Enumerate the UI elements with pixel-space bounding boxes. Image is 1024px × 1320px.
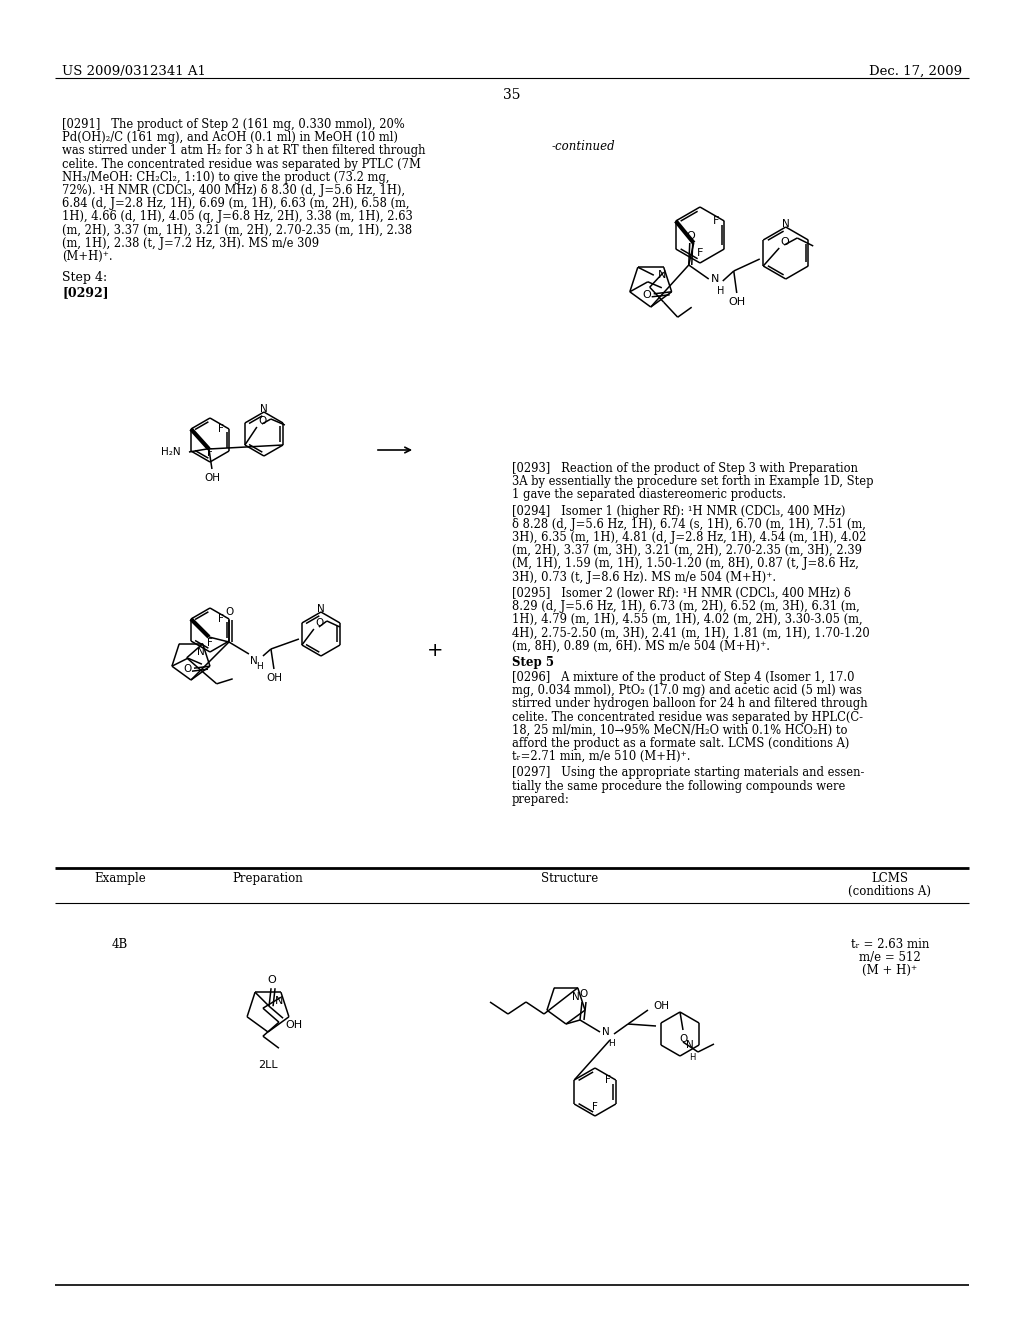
Text: Step 5: Step 5 [512, 656, 554, 669]
Text: tᵣ = 2.63 min: tᵣ = 2.63 min [851, 939, 929, 950]
Text: O: O [183, 664, 191, 675]
Text: N: N [711, 275, 719, 284]
Text: prepared:: prepared: [512, 793, 569, 805]
Text: -continued: -continued [552, 140, 615, 153]
Text: O: O [258, 416, 266, 426]
Text: N: N [657, 271, 666, 280]
Text: F: F [696, 248, 703, 257]
Text: [0292]: [0292] [62, 286, 109, 300]
Text: (m, 1H), 2.38 (t, J=7.2 Hz, 3H). MS m/e 309: (m, 1H), 2.38 (t, J=7.2 Hz, 3H). MS m/e … [62, 236, 319, 249]
Text: (M + H)⁺: (M + H)⁺ [862, 965, 918, 977]
Text: F: F [713, 216, 719, 226]
Text: [0294]   Isomer 1 (higher Rf): ¹H NMR (CDCl₃, 400 MHz): [0294] Isomer 1 (higher Rf): ¹H NMR (CDC… [512, 504, 846, 517]
Text: OH: OH [266, 673, 282, 682]
Text: F: F [605, 1074, 610, 1085]
Text: 6.84 (d, J=2.8 Hz, 1H), 6.69 (m, 1H), 6.63 (m, 2H), 6.58 (m,: 6.84 (d, J=2.8 Hz, 1H), 6.69 (m, 1H), 6.… [62, 197, 410, 210]
Text: 3H), 0.73 (t, J=8.6 Hz). MS m/e 504 (M+H)⁺.: 3H), 0.73 (t, J=8.6 Hz). MS m/e 504 (M+H… [512, 570, 776, 583]
Text: afford the product as a formate salt. LCMS (conditions A): afford the product as a formate salt. LC… [512, 737, 849, 750]
Text: N: N [197, 647, 205, 657]
Text: F: F [207, 638, 213, 648]
Text: F: F [218, 424, 224, 434]
Text: F: F [592, 1102, 598, 1111]
Text: O: O [642, 290, 650, 300]
Text: 4H), 2.75-2.50 (m, 3H), 2.41 (m, 1H), 1.81 (m, 1H), 1.70-1.20: 4H), 2.75-2.50 (m, 3H), 2.41 (m, 1H), 1.… [512, 627, 869, 639]
Text: 1H), 4.79 (m, 1H), 4.55 (m, 1H), 4.02 (m, 2H), 3.30-3.05 (m,: 1H), 4.79 (m, 1H), 4.55 (m, 1H), 4.02 (m… [512, 614, 862, 626]
Text: (M, 1H), 1.59 (m, 1H), 1.50-1.20 (m, 8H), 0.87 (t, J=8.6 Hz,: (M, 1H), 1.59 (m, 1H), 1.50-1.20 (m, 8H)… [512, 557, 859, 570]
Text: Dec. 17, 2009: Dec. 17, 2009 [869, 65, 962, 78]
Text: O: O [579, 989, 587, 999]
Text: Step 4:: Step 4: [62, 271, 108, 284]
Text: 8.29 (d, J=5.6 Hz, 1H), 6.73 (m, 2H), 6.52 (m, 3H), 6.31 (m,: 8.29 (d, J=5.6 Hz, 1H), 6.73 (m, 2H), 6.… [512, 601, 860, 612]
Text: (m, 2H), 3.37 (m, 3H), 3.21 (m, 2H), 2.70-2.35 (m, 3H), 2.39: (m, 2H), 3.37 (m, 3H), 3.21 (m, 2H), 2.7… [512, 544, 862, 557]
Text: N: N [250, 656, 258, 667]
Text: O: O [226, 607, 234, 616]
Text: H: H [717, 286, 724, 296]
Text: +: + [427, 640, 443, 660]
Text: 1 gave the separated diastereomeric products.: 1 gave the separated diastereomeric prod… [512, 488, 786, 502]
Text: tially the same procedure the following compounds were: tially the same procedure the following … [512, 780, 846, 792]
Text: Preparation: Preparation [232, 873, 303, 884]
Text: OH: OH [285, 1020, 302, 1030]
Text: LCMS: LCMS [871, 873, 908, 884]
Text: N: N [317, 605, 325, 614]
Text: OH: OH [204, 473, 220, 483]
Text: F: F [207, 447, 213, 458]
Text: NH₃/MeOH: CH₂Cl₂, 1:10) to give the product (73.2 mg,: NH₃/MeOH: CH₂Cl₂, 1:10) to give the prod… [62, 170, 389, 183]
Text: F: F [218, 614, 224, 624]
Text: 72%). ¹H NMR (CDCl₃, 400 MHz) δ 8.30 (d, J=5.6 Hz, 1H),: 72%). ¹H NMR (CDCl₃, 400 MHz) δ 8.30 (d,… [62, 183, 406, 197]
Text: O: O [315, 618, 324, 628]
Text: 4B: 4B [112, 939, 128, 950]
Text: was stirred under 1 atm H₂ for 3 h at RT then filtered through: was stirred under 1 atm H₂ for 3 h at RT… [62, 144, 426, 157]
Text: OH: OH [728, 297, 745, 308]
Text: celite. The concentrated residue was separated by PTLC (7M: celite. The concentrated residue was sep… [62, 157, 421, 170]
Text: [0291]   The product of Step 2 (161 mg, 0.330 mmol), 20%: [0291] The product of Step 2 (161 mg, 0.… [62, 117, 404, 131]
Text: (conditions A): (conditions A) [849, 886, 932, 898]
Text: N: N [260, 404, 268, 414]
Text: H: H [689, 1053, 695, 1063]
Text: Example: Example [94, 873, 145, 884]
Text: m/e = 512: m/e = 512 [859, 952, 921, 964]
Text: O: O [686, 231, 695, 242]
Text: [0296]   A mixture of the product of Step 4 (Isomer 1, 17.0: [0296] A mixture of the product of Step … [512, 671, 854, 684]
Text: [0295]   Isomer 2 (lower Rf): ¹H NMR (CDCl₃, 400 MHz) δ: [0295] Isomer 2 (lower Rf): ¹H NMR (CDCl… [512, 587, 851, 599]
Text: H₂N: H₂N [162, 447, 181, 457]
Text: tᵣ=2.71 min, m/e 510 (M+H)⁺.: tᵣ=2.71 min, m/e 510 (M+H)⁺. [512, 750, 690, 763]
Text: [0293]   Reaction of the product of Step 3 with Preparation: [0293] Reaction of the product of Step 3… [512, 462, 858, 475]
Text: 3H), 6.35 (m, 1H), 4.81 (d, J=2.8 Hz, 1H), 4.54 (m, 1H), 4.02: 3H), 6.35 (m, 1H), 4.81 (d, J=2.8 Hz, 1H… [512, 531, 866, 544]
Text: celite. The concentrated residue was separated by HPLC(C-: celite. The concentrated residue was sep… [512, 710, 863, 723]
Text: 3A by essentially the procedure set forth in Example 1D, Step: 3A by essentially the procedure set fort… [512, 475, 873, 488]
Text: N: N [602, 1027, 609, 1038]
Text: N: N [571, 991, 580, 1002]
Text: 2LL: 2LL [258, 1060, 278, 1071]
Text: 18, 25 ml/min, 10→95% MeCN/H₂O with 0.1% HCO₂H) to: 18, 25 ml/min, 10→95% MeCN/H₂O with 0.1%… [512, 723, 848, 737]
Text: 35: 35 [503, 88, 521, 102]
Text: stirred under hydrogen balloon for 24 h and filtered through: stirred under hydrogen balloon for 24 h … [512, 697, 867, 710]
Text: (M+H)⁺.: (M+H)⁺. [62, 249, 113, 263]
Text: OH: OH [653, 1001, 669, 1011]
Text: (m, 8H), 0.89 (m, 6H). MS m/e 504 (M+H)⁺.: (m, 8H), 0.89 (m, 6H). MS m/e 504 (M+H)⁺… [512, 640, 770, 652]
Text: N: N [274, 997, 283, 1006]
Text: (m, 2H), 3.37 (m, 1H), 3.21 (m, 2H), 2.70-2.35 (m, 1H), 2.38: (m, 2H), 3.37 (m, 1H), 3.21 (m, 2H), 2.7… [62, 223, 412, 236]
Text: O: O [679, 1034, 687, 1044]
Text: 1H), 4.66 (d, 1H), 4.05 (q, J=6.8 Hz, 2H), 3.38 (m, 1H), 2.63: 1H), 4.66 (d, 1H), 4.05 (q, J=6.8 Hz, 2H… [62, 210, 413, 223]
Text: Structure: Structure [542, 873, 599, 884]
Text: H: H [256, 663, 263, 671]
Text: O: O [780, 238, 788, 247]
Text: Pd(OH)₂/C (161 mg), and AcOH (0.1 ml) in MeOH (10 ml): Pd(OH)₂/C (161 mg), and AcOH (0.1 ml) in… [62, 131, 398, 144]
Text: H: H [608, 1039, 614, 1048]
Text: N: N [686, 1040, 694, 1049]
Text: US 2009/0312341 A1: US 2009/0312341 A1 [62, 65, 206, 78]
Text: mg, 0.034 mmol), PtO₂ (17.0 mg) and acetic acid (5 ml) was: mg, 0.034 mmol), PtO₂ (17.0 mg) and acet… [512, 684, 862, 697]
Text: [0297]   Using the appropriate starting materials and essen-: [0297] Using the appropriate starting ma… [512, 767, 864, 779]
Text: O: O [267, 975, 276, 985]
Text: N: N [782, 219, 790, 228]
Text: δ 8.28 (d, J=5.6 Hz, 1H), 6.74 (s, 1H), 6.70 (m, 1H), 7.51 (m,: δ 8.28 (d, J=5.6 Hz, 1H), 6.74 (s, 1H), … [512, 517, 866, 531]
